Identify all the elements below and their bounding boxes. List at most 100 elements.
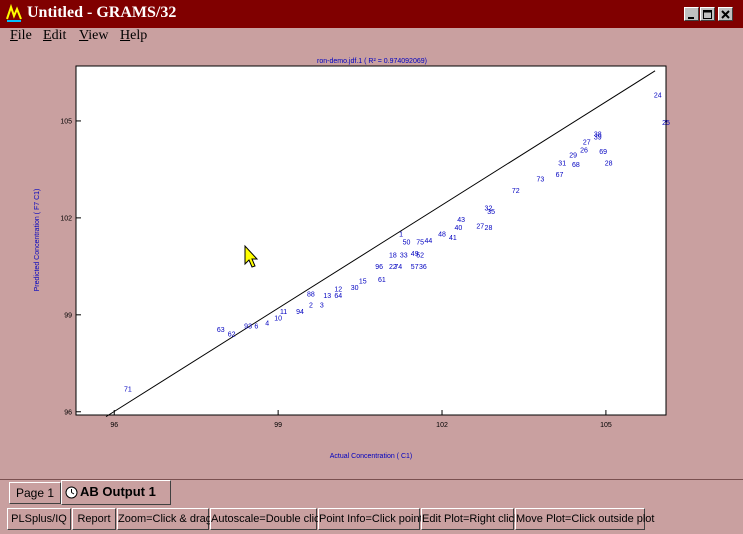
minimize-button[interactable] [684,7,699,21]
data-point-25[interactable]: 25 [662,120,670,127]
data-point-11[interactable]: 11 [280,309,287,316]
data-point-39[interactable]: 39 [594,135,602,142]
menu-edit[interactable]: Edit [43,28,66,44]
menu-view[interactable]: View [79,28,109,44]
data-point-27[interactable]: 27 [476,223,484,230]
data-point-36[interactable]: 36 [419,264,427,271]
tab-page-1[interactable]: Page 1 [9,482,61,504]
menu-view-rest: iew [88,28,109,43]
x-axis-label: Actual Concentration ( C1) [330,453,412,460]
data-point-72[interactable]: 72 [512,188,520,195]
data-point-3[interactable]: 3 [320,303,324,310]
close-icon [721,10,730,19]
data-point-93[interactable]: 93 [244,324,252,331]
data-point-35[interactable]: 35 [487,209,495,216]
move-plot-hint-button[interactable]: Move Plot=Click outside plot [515,508,654,530]
zoom-hint-button[interactable]: Zoom=Click & drag [117,508,212,530]
y-tick-label-1: 99 [64,312,72,319]
data-point-15[interactable]: 15 [359,278,367,285]
autoscale-hint-button[interactable]: Autoscale=Double click [210,508,325,530]
data-point-48[interactable]: 48 [438,232,446,239]
data-point-75[interactable]: 75 [416,240,424,247]
zoom-hint-label: Zoom=Click & drag [118,513,212,525]
data-point-28[interactable]: 28 [605,160,613,167]
plot-window[interactable]: ron-demo.jdf.1 ( R² = 0.974092069) 96 99 1… [0,46,743,479]
data-point-41[interactable]: 41 [449,235,457,242]
data-point-33[interactable]: 33 [400,253,408,260]
data-point-94[interactable]: 94 [296,309,304,316]
tab-ab-output-1-label: AB Output 1 [80,484,156,499]
close-button[interactable] [718,7,733,21]
menu-bar: File Edit View Help [0,28,743,46]
data-point-26[interactable]: 26 [580,148,588,155]
clock-icon [65,486,78,499]
data-point-32[interactable]: 32 [485,206,493,213]
maximize-button[interactable] [700,7,715,21]
grams-app-icon [4,4,24,24]
regression-line [105,70,656,418]
data-point-68[interactable]: 68 [572,162,580,169]
title-bar[interactable]: Untitled - GRAMS/32 [0,0,743,28]
data-point-64[interactable]: 64 [334,293,342,300]
x-tick-label-0: 96 [110,422,118,429]
plsplus-iq-button[interactable]: PLSplus/IQ [7,508,71,530]
y-tick-label-2: 102 [60,215,72,222]
data-point-67[interactable]: 67 [556,172,564,179]
data-point-88[interactable]: 88 [307,291,315,298]
data-point-27[interactable]: 27 [583,139,591,146]
data-point-71[interactable]: 71 [124,387,132,394]
data-point-96[interactable]: 96 [375,264,383,271]
edit-plot-hint-label: Edit Plot=Right click [422,513,520,525]
plot-frame[interactable] [75,65,667,416]
data-point-30[interactable]: 30 [351,285,359,292]
data-point-50[interactable]: 50 [403,240,411,247]
data-point-52[interactable]: 52 [416,253,424,260]
point-info-hint-button[interactable]: Point Info=Click point [318,508,423,530]
data-point-44[interactable]: 44 [424,238,432,245]
menu-help-accel: H [120,28,131,43]
data-point-22[interactable]: 22 [389,264,397,271]
data-point-1[interactable]: 1 [399,232,403,239]
data-point-6[interactable]: 6 [254,324,258,331]
data-point-62[interactable]: 62 [228,332,236,339]
tab-ab-output-1[interactable]: AB Output 1 [61,480,171,505]
tab-page-1-label: Page 1 [15,486,55,500]
data-point-63[interactable]: 63 [217,327,225,334]
data-point-69[interactable]: 69 [599,149,607,156]
data-point-43[interactable]: 43 [457,217,465,224]
data-point-31[interactable]: 31 [558,160,566,167]
data-point-40[interactable]: 40 [455,225,463,232]
data-point-24[interactable]: 24 [654,93,662,100]
scatter-chart[interactable]: ron-demo.jdf.1 ( R² = 0.974092069) 96 99 1… [0,46,743,479]
report-label: Report [77,513,111,525]
data-point-38[interactable]: 38 [594,131,602,138]
menu-help[interactable]: Help [120,28,147,44]
y-tick-label-3: 105 [60,118,72,125]
edit-plot-hint-button[interactable]: Edit Plot=Right click [421,508,520,530]
menu-file[interactable]: File [10,28,32,44]
y-axis-label: Predicted Concentration ( F7 C1) [34,189,41,292]
menu-file-accel: F [10,28,18,43]
data-point-61[interactable]: 61 [378,277,386,284]
data-point-57[interactable]: 57 [411,264,419,271]
data-point-2[interactable]: 2 [309,303,313,310]
status-bar: PLSplus/IQ Report Zoom=Click & drag Auto… [0,505,743,534]
data-point-4[interactable]: 4 [265,320,269,327]
report-button[interactable]: Report [72,508,116,530]
data-point-49[interactable]: 49 [411,251,419,258]
data-point-10[interactable]: 10 [274,316,282,323]
menu-edit-accel: E [43,28,52,43]
chart-title: ron-demo.jdf.1 ( R² = 0.974092069) [317,58,427,65]
point-info-hint-label: Point Info=Click point [319,513,423,525]
data-point-29[interactable]: 29 [569,152,577,159]
data-point-28[interactable]: 28 [485,225,493,232]
data-point-74[interactable]: 74 [394,264,402,271]
data-point-13[interactable]: 13 [323,293,331,300]
plsplus-iq-label: PLSplus/IQ [11,513,67,525]
data-point-73[interactable]: 73 [536,177,544,184]
data-point-18[interactable]: 18 [389,253,397,260]
autoscale-hint-label: Autoscale=Double click [211,513,326,525]
data-point-12[interactable]: 12 [334,286,342,293]
page-tab-strip: Page 1 AB Output 1 [0,479,743,505]
